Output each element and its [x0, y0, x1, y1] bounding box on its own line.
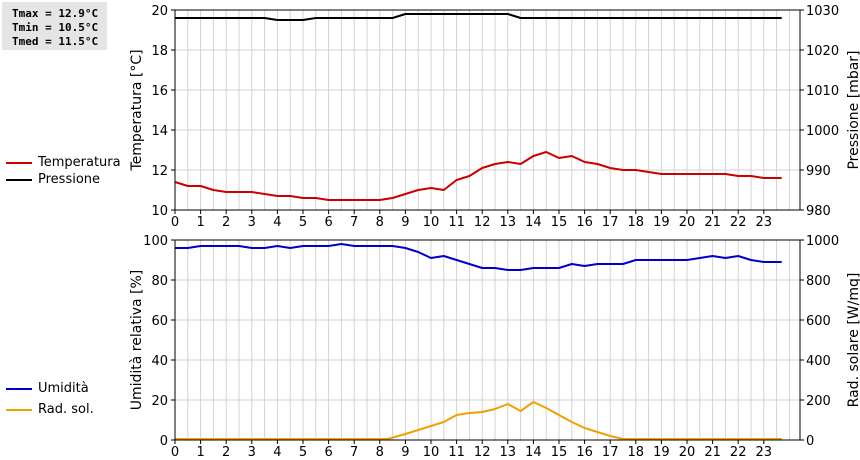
- series-line-temperatura: [174, 151, 782, 201]
- x-tick-label: 9: [401, 445, 409, 460]
- x-tick-label: 18: [628, 215, 645, 230]
- legend-radiation-swatch: [6, 409, 32, 411]
- y-tick-label-left: 20: [151, 4, 168, 19]
- x-tick-label: 13: [500, 445, 517, 460]
- series-line-pressione: [175, 13, 782, 21]
- y-axis-label-left: Umidità relativa [%]: [129, 270, 145, 411]
- y-tick-label-right: 200: [806, 394, 831, 409]
- x-tick-label: 8: [376, 445, 384, 460]
- plot-frame-bottom: [174, 239, 801, 441]
- x-tick-label: 2: [222, 215, 230, 230]
- y-tick-label-left: 18: [151, 44, 168, 59]
- x-tick-label: 13: [500, 215, 517, 230]
- x-tick-label: 4: [273, 445, 281, 460]
- y-tick-label-right: 1010: [806, 84, 839, 99]
- x-tick-label: 5: [299, 445, 307, 460]
- y-tick-label-left: 40: [151, 354, 168, 369]
- x-tick-label: 14: [525, 445, 542, 460]
- y-tick-label-right: 980: [806, 204, 831, 219]
- tmin-text: Tmin = 10.5°C: [12, 21, 99, 34]
- x-tick-label: 22: [730, 215, 747, 230]
- y-axis-label-left: Temperatura [°C]: [129, 49, 145, 171]
- x-tick-label: 6: [324, 445, 332, 460]
- y-tick-label-left: 20: [151, 394, 168, 409]
- legend-pressure-label: Pressione: [38, 172, 101, 187]
- y-tick-label-left: 60: [151, 314, 168, 329]
- x-tick-label: 19: [653, 215, 670, 230]
- series-line-rad-sol: [175, 401, 782, 440]
- y-tick-label-right: 600: [806, 314, 831, 329]
- x-tick-label: 14: [525, 215, 542, 230]
- x-tick-label: 22: [730, 445, 747, 460]
- x-tick-label: 15: [551, 445, 568, 460]
- tmed-text: Tmed = 11.5°C: [12, 35, 99, 48]
- x-tick-label: 11: [448, 215, 465, 230]
- y-tick-label-left: 0: [160, 434, 168, 449]
- x-tick-label: 7: [350, 445, 358, 460]
- x-tick-label: 20: [679, 445, 696, 460]
- y-tick-label-right: 800: [806, 274, 831, 289]
- y-tick-label-right: 1000: [806, 124, 839, 139]
- x-tick-label: 20: [679, 215, 696, 230]
- x-tick-label: 3: [248, 215, 256, 230]
- x-tick-label: 2: [222, 445, 230, 460]
- x-tick-label: 8: [376, 215, 384, 230]
- y-axis-label-right: Pressione [mbar]: [846, 50, 860, 169]
- x-tick-label: 23: [756, 445, 773, 460]
- x-tick-label: 1: [196, 445, 204, 460]
- x-tick-label: 1: [196, 215, 204, 230]
- x-tick-label: 17: [602, 445, 619, 460]
- legend-temperature-swatch: [6, 162, 32, 164]
- y-axis-label-right: Rad. solare [W/mq]: [846, 273, 860, 408]
- x-tick-label: 9: [401, 215, 409, 230]
- legend-pressure-swatch: [6, 179, 32, 181]
- y-tick-label-right: 400: [806, 354, 831, 369]
- x-tick-label: 6: [324, 215, 332, 230]
- x-tick-label: 16: [576, 215, 593, 230]
- y-tick-label-left: 16: [151, 84, 168, 99]
- y-tick-label-left: 10: [151, 204, 168, 219]
- x-tick-label: 5: [299, 215, 307, 230]
- y-tick-label-right: 990: [806, 164, 831, 179]
- x-tick-label: 23: [756, 215, 773, 230]
- x-tick-label: 12: [474, 215, 491, 230]
- temperature-stats-box: Tmax = 12.9°C Tmin = 10.5°C Tmed = 11.5°…: [2, 2, 107, 50]
- y-tick-label-right: 1030: [806, 4, 839, 19]
- y-tick-label-right: 1000: [806, 234, 839, 249]
- x-tick-label: 0: [171, 215, 179, 230]
- x-tick-label: 3: [248, 445, 256, 460]
- y-tick-label-left: 100: [143, 234, 168, 249]
- legend-temperature-label: Temperatura: [38, 155, 121, 170]
- x-tick-label: 19: [653, 445, 670, 460]
- x-tick-label: 10: [423, 215, 440, 230]
- y-tick-label-left: 12: [151, 164, 168, 179]
- x-tick-label: 12: [474, 445, 491, 460]
- plot-frame-top: [174, 9, 801, 211]
- legend-humidity-label: Umidità: [38, 381, 89, 396]
- legend-radiation-label: Rad. sol.: [38, 402, 94, 417]
- x-tick-label: 16: [576, 445, 593, 460]
- x-tick-label: 18: [628, 445, 645, 460]
- y-tick-label-right: 1020: [806, 44, 839, 59]
- x-tick-label: 4: [273, 215, 281, 230]
- x-tick-label: 21: [704, 215, 721, 230]
- y-tick-label-left: 14: [151, 124, 168, 139]
- y-tick-label-right: 0: [806, 434, 814, 449]
- x-tick-label: 11: [448, 445, 465, 460]
- x-tick-label: 0: [171, 445, 179, 460]
- series-line-umidit: [175, 243, 782, 271]
- y-tick-label-left: 80: [151, 274, 168, 289]
- x-tick-label: 15: [551, 215, 568, 230]
- legend-humidity-swatch: [6, 388, 32, 390]
- x-tick-label: 7: [350, 215, 358, 230]
- tmax-text: Tmax = 12.9°C: [12, 7, 99, 20]
- x-tick-label: 17: [602, 215, 619, 230]
- x-tick-label: 21: [704, 445, 721, 460]
- x-tick-label: 10: [423, 445, 440, 460]
